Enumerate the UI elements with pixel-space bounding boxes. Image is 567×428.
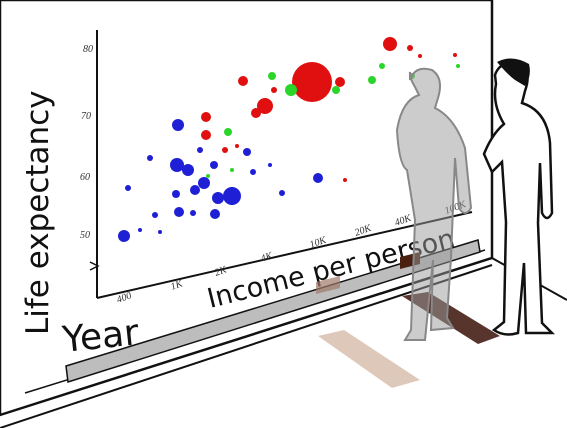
person [482,61,556,336]
y-tick-label: 60 [80,172,90,183]
floor-shadow [318,330,420,388]
bubbles [118,37,460,242]
shelf-edge [0,264,493,428]
y-tick-label: 50 [80,230,90,241]
slider [65,239,481,383]
person-hair [497,58,530,86]
x-tick-label: 4K [259,250,275,265]
x-tick-label: 2K [213,264,229,279]
x-tick-label: 1K [169,278,185,293]
axis-break [89,261,100,271]
y-tick-label: 70 [81,111,91,122]
slider-shadow [316,276,340,294]
x-axis [96,211,473,299]
y-tick-label: 80 [83,44,93,55]
x-tick-label: 400 [115,290,133,305]
y-axis-label: Life expectancy [20,90,56,335]
person-ghost [395,67,473,341]
